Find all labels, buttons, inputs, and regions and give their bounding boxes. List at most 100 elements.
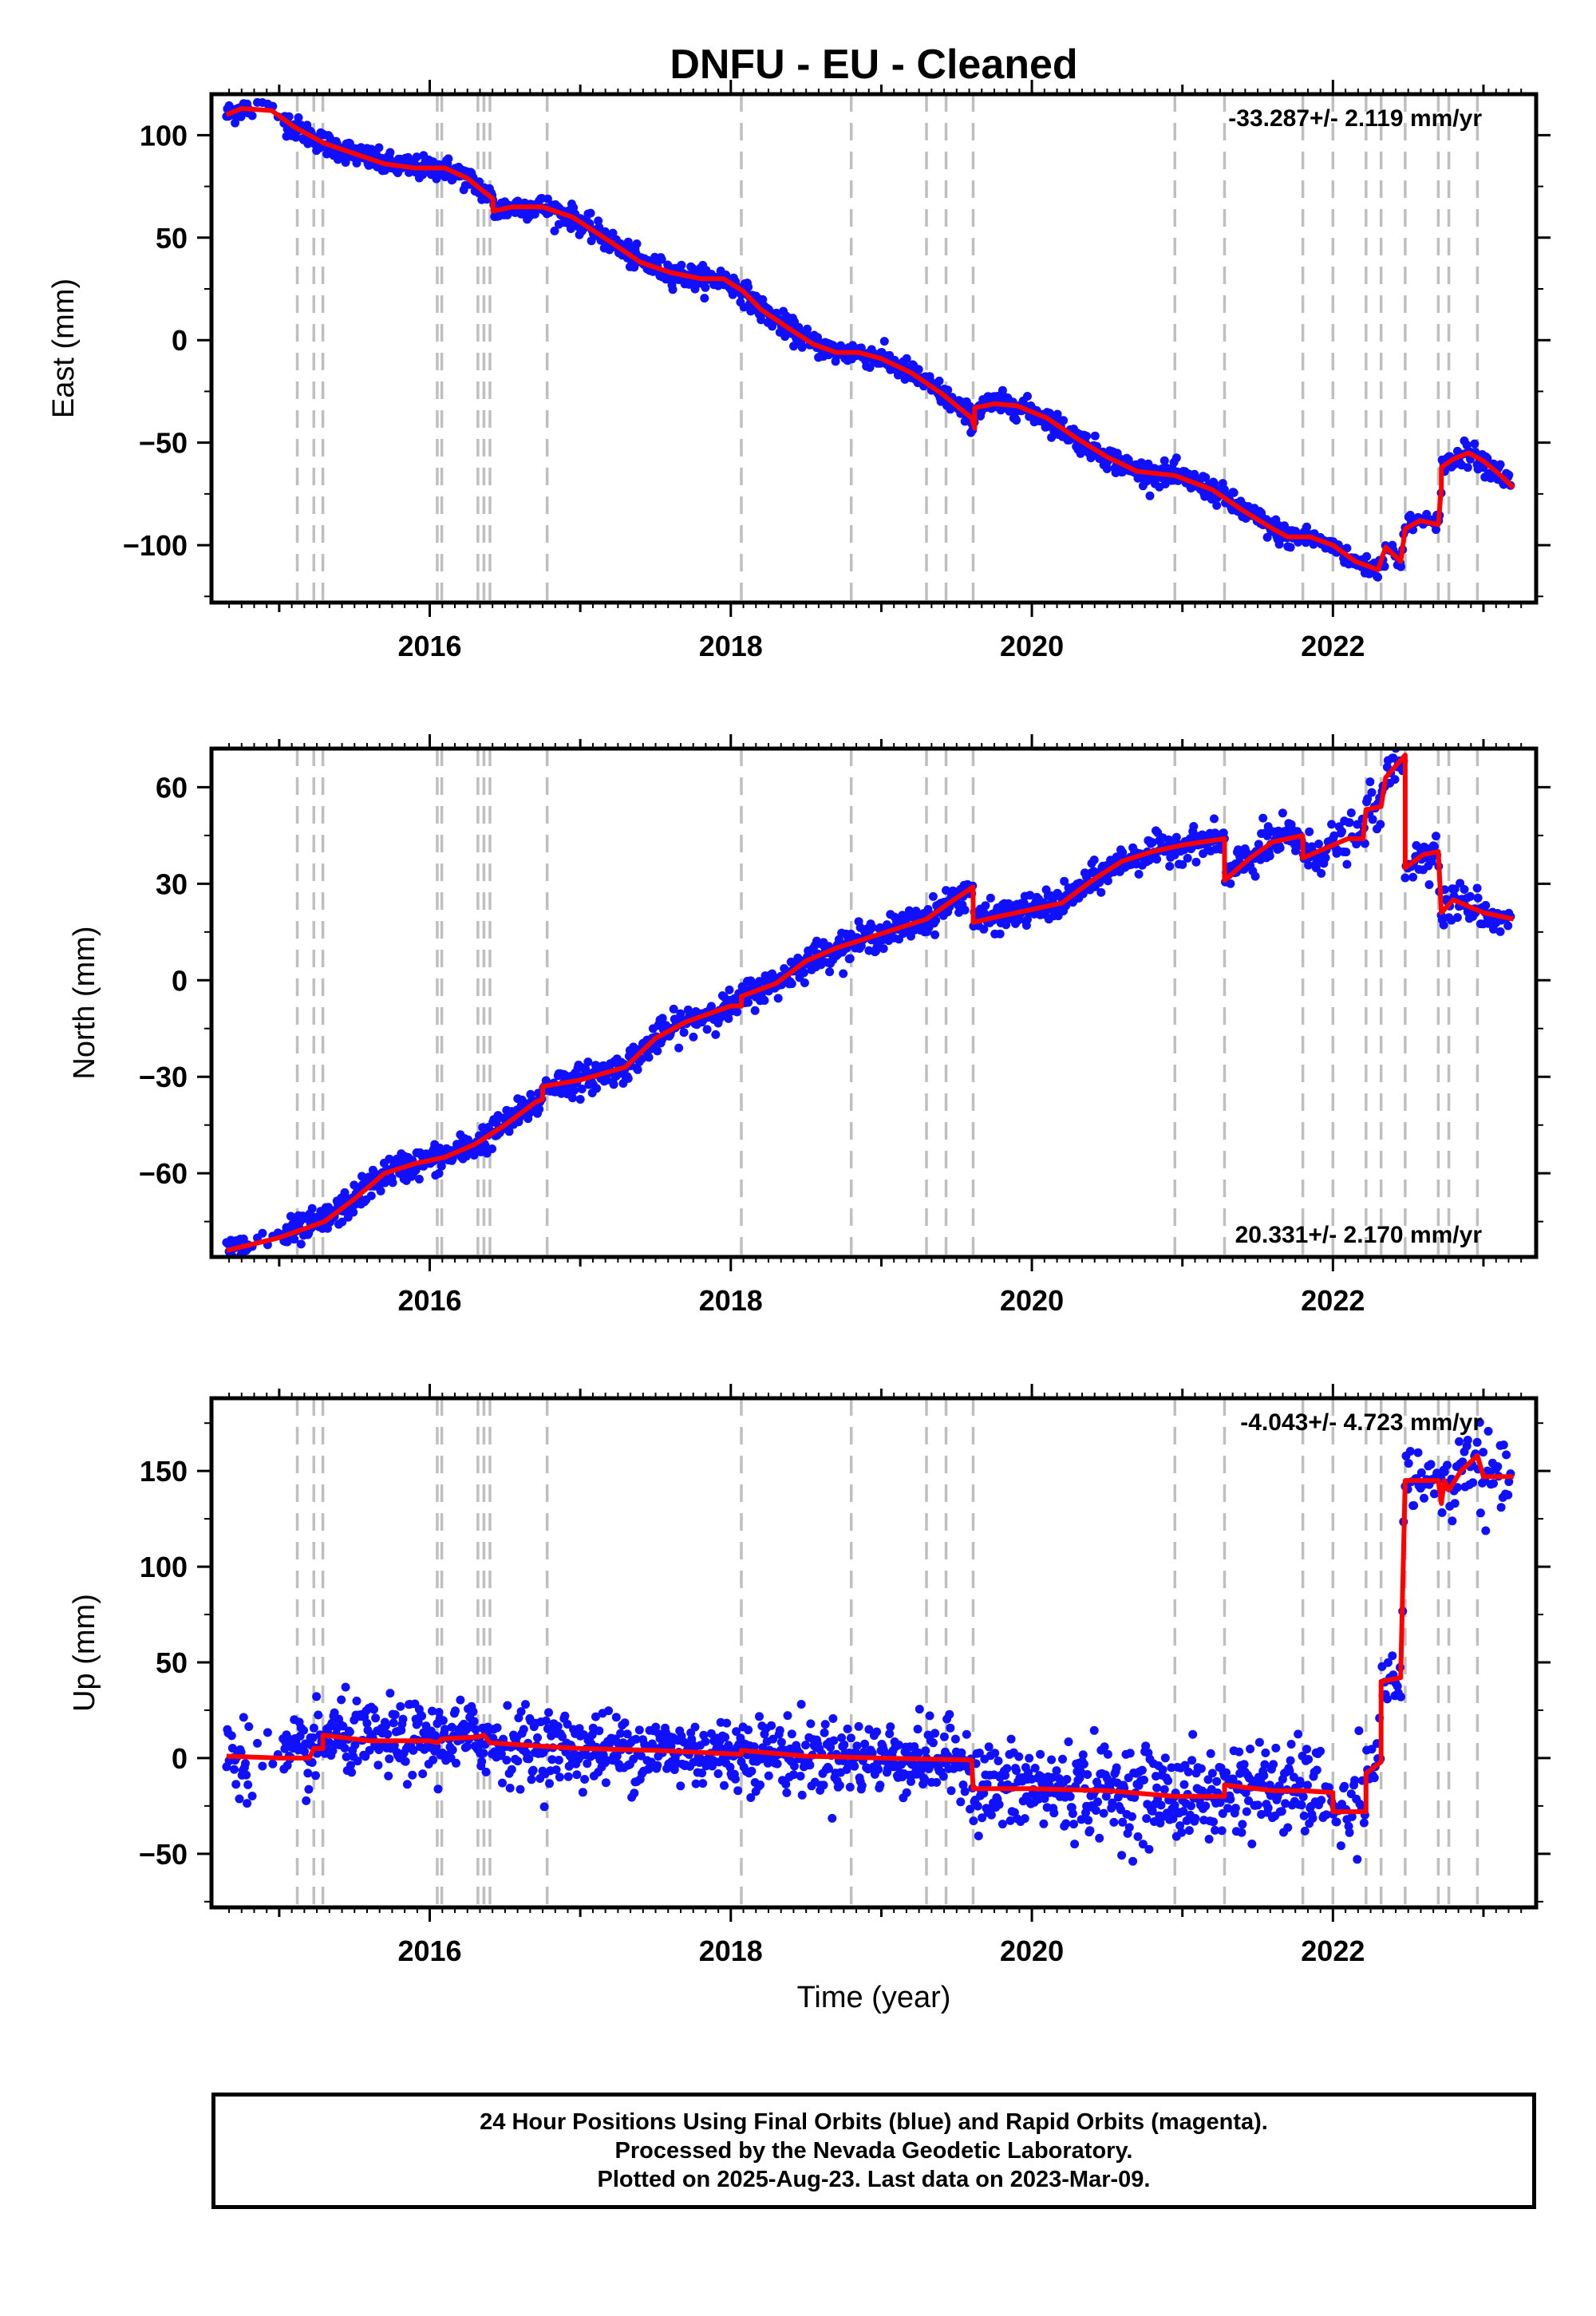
data-point	[1089, 1725, 1099, 1735]
data-point	[1502, 1450, 1511, 1460]
data-point	[826, 1742, 836, 1752]
data-point	[1376, 820, 1385, 829]
data-point	[1253, 1800, 1262, 1810]
data-point	[544, 1708, 553, 1717]
data-point	[352, 1696, 361, 1705]
data-point	[1472, 1437, 1482, 1447]
data-point	[634, 1725, 644, 1735]
data-point	[755, 1712, 764, 1721]
data-point	[1191, 857, 1201, 867]
data-point	[1179, 1780, 1189, 1789]
data-point	[572, 1770, 582, 1780]
data-point	[241, 1759, 250, 1769]
data-point	[1040, 1794, 1049, 1804]
data-point	[550, 226, 559, 235]
data-point	[1142, 1814, 1152, 1824]
data-point	[1443, 1460, 1452, 1470]
data-point	[390, 1710, 400, 1719]
data-point	[1164, 835, 1174, 844]
data-point	[828, 1813, 837, 1823]
data-point	[747, 1766, 757, 1776]
data-point	[1099, 1808, 1108, 1818]
data-point	[1140, 1775, 1148, 1784]
data-point	[857, 1780, 867, 1790]
data-point	[835, 1780, 844, 1790]
data-point	[1345, 818, 1354, 828]
data-point	[303, 1769, 313, 1778]
data-point	[1019, 899, 1029, 907]
data-point	[1275, 844, 1285, 852]
data-point	[438, 1716, 448, 1725]
data-point	[1076, 1767, 1085, 1777]
data-point	[854, 1721, 863, 1731]
data-point	[1408, 872, 1418, 882]
data-point	[361, 1752, 370, 1761]
data-point	[1368, 815, 1377, 824]
data-point	[956, 1797, 966, 1807]
data-point	[1060, 876, 1069, 886]
data-point	[385, 1754, 394, 1764]
data-point	[258, 1228, 267, 1238]
data-point	[231, 1780, 241, 1789]
data-point	[928, 891, 938, 901]
data-point	[1369, 1773, 1379, 1783]
data-point	[1201, 472, 1211, 482]
data-point	[1075, 1773, 1084, 1783]
data-point	[300, 1747, 309, 1757]
data-point	[1396, 562, 1405, 571]
data-point	[915, 1705, 924, 1714]
data-point	[1134, 869, 1144, 879]
data-point	[243, 1780, 253, 1789]
data-point	[787, 1729, 796, 1739]
data-point	[414, 1175, 424, 1184]
data-point	[644, 1053, 654, 1062]
data-point	[1365, 777, 1375, 787]
data-point	[560, 1711, 570, 1721]
data-point	[609, 1080, 618, 1089]
data-point	[1170, 1800, 1179, 1810]
data-point	[1116, 1805, 1125, 1815]
data-point	[1112, 1763, 1121, 1773]
data-point	[1228, 1774, 1238, 1784]
data-point	[676, 1009, 685, 1018]
data-point	[1062, 1775, 1072, 1784]
data-point	[1047, 1755, 1057, 1765]
data-point	[526, 1089, 535, 1099]
data-point	[1082, 432, 1092, 441]
data-point	[668, 285, 678, 294]
data-point	[312, 1692, 322, 1701]
data-point	[651, 1722, 661, 1732]
data-point	[1012, 416, 1021, 425]
data-point	[720, 1780, 729, 1790]
plot-area	[222, 1398, 1515, 1907]
data-point	[543, 1724, 552, 1733]
data-point	[1235, 1747, 1244, 1757]
data-point	[1263, 1803, 1273, 1812]
data-point	[235, 1794, 244, 1804]
data-point	[1152, 1783, 1162, 1792]
data-point	[1300, 1826, 1310, 1836]
model-line	[226, 753, 1515, 1253]
data-point	[1341, 848, 1351, 857]
data-point	[1159, 456, 1169, 465]
data-point	[1503, 1490, 1513, 1500]
data-point	[1286, 543, 1295, 552]
data-point	[388, 1178, 397, 1188]
y-tick-label: 60	[156, 771, 188, 804]
data-point	[1226, 1795, 1235, 1804]
data-point	[1466, 891, 1475, 901]
data-point	[1278, 808, 1287, 818]
data-point	[340, 1743, 350, 1753]
data-point	[1286, 1740, 1296, 1749]
data-point	[1246, 1745, 1255, 1753]
data-point	[296, 1239, 306, 1249]
data-point	[1324, 1783, 1333, 1792]
data-point	[338, 1217, 347, 1227]
data-point	[1128, 1856, 1138, 1866]
data-point	[1489, 1479, 1498, 1488]
y-tick-label: −50	[139, 427, 188, 460]
data-point	[280, 1744, 290, 1753]
data-point	[1373, 572, 1383, 582]
data-point	[721, 1733, 730, 1742]
